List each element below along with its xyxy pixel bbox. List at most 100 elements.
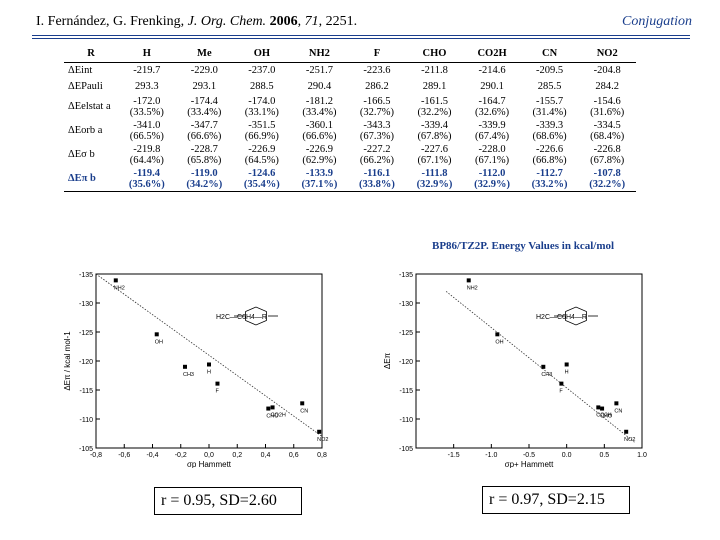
data-point bbox=[266, 406, 271, 411]
table-cell: -112.7 (33.2%) bbox=[521, 167, 579, 192]
table-cell: -226.6 (66.8%) bbox=[521, 143, 579, 167]
inset-label: H2C—C6H4—R bbox=[216, 314, 267, 321]
point-label: NO2 bbox=[624, 437, 635, 443]
cell-percent: (66.6%) bbox=[302, 130, 337, 142]
table-row: ΔEint -219.7 -229.0 -237.0 -251.7 -223.6 -211.… bbox=[64, 63, 636, 79]
point-label: CH3 bbox=[183, 372, 194, 378]
table-cell: -119.0 (34.2%) bbox=[176, 167, 234, 192]
table-cell: -211.8 bbox=[406, 63, 464, 79]
x-tick-label: -1.5 bbox=[448, 452, 460, 459]
cell-value: -161.5 bbox=[420, 95, 449, 107]
table-cell: -228.7 (65.8%) bbox=[176, 143, 234, 167]
x-axis-label: σp+ Hammett bbox=[505, 460, 555, 468]
table-cell: -347.7 (66.6%) bbox=[176, 119, 234, 143]
cell-value: -209.5 bbox=[536, 65, 564, 77]
cell-percent: (33.5%) bbox=[129, 106, 164, 118]
table-caption: BP86/TZ2P. Energy Values in kcal/mol bbox=[432, 240, 615, 252]
row-label: ΔEPauli bbox=[68, 81, 103, 92]
benzene-ring-icon bbox=[565, 306, 587, 326]
x-tick-label: 0,6 bbox=[289, 452, 299, 459]
table-row: ΔEπ b -119.4 (35.6%) -119.0 (34.2%) -124.6 (35… bbox=[64, 167, 636, 192]
data-point bbox=[596, 405, 601, 410]
cell-percent: (32.6%) bbox=[474, 106, 510, 118]
cell-value: 290.1 bbox=[480, 81, 504, 92]
cell-value: 290.4 bbox=[307, 81, 332, 92]
point-label: CN bbox=[614, 408, 622, 414]
column-header: NO2 bbox=[596, 47, 618, 59]
x-tick-label: -0.5 bbox=[523, 452, 535, 459]
cell-value: -251.7 bbox=[305, 65, 333, 77]
cell-value: -227.6 bbox=[420, 143, 449, 155]
y-axis-label: ΔEπ / kcal mol-1 bbox=[63, 331, 72, 391]
y-tick-label: -110 bbox=[80, 417, 94, 424]
data-point bbox=[270, 405, 275, 410]
cell-value: -111.8 bbox=[421, 167, 448, 179]
cell-percent: (67.1%) bbox=[417, 154, 452, 166]
table-cell: -112.0 (32.9%) bbox=[463, 167, 521, 192]
x-tick-label: -0,8 bbox=[90, 452, 102, 459]
cell-percent: (31.4%) bbox=[532, 106, 567, 118]
column-header: NH2 bbox=[308, 47, 330, 59]
y-tick-label: -110 bbox=[400, 417, 414, 424]
table-cell: -227.6 (67.1%) bbox=[406, 143, 464, 167]
x-tick-label: 0,2 bbox=[232, 452, 242, 459]
citation-volume: 71 bbox=[304, 14, 319, 29]
molecule-inset: H2C—C6H4—R bbox=[536, 306, 598, 326]
citation-journal: J. Org. Chem. bbox=[187, 14, 267, 29]
cell-value: 293.1 bbox=[192, 81, 217, 92]
table-cell: -133.9 (37.1%) bbox=[291, 167, 349, 192]
cell-value: -214.6 bbox=[478, 65, 506, 77]
point-label: CO2H bbox=[596, 412, 611, 418]
cell-value: -223.6 bbox=[363, 65, 391, 77]
table-cell: -360.1 (66.6%) bbox=[291, 119, 349, 143]
cell-value: 288.5 bbox=[250, 81, 274, 92]
point-label: OH bbox=[155, 339, 163, 345]
cell-value: -228.7 bbox=[190, 143, 218, 155]
cell-value: -339.4 bbox=[420, 119, 449, 131]
column-header: CO2H bbox=[477, 47, 507, 59]
table-cell: -339.4 (67.8%) bbox=[406, 119, 464, 143]
table-cell: -214.6 bbox=[463, 63, 521, 79]
table-cell: -116.1 (33.8%) bbox=[348, 167, 406, 192]
table-cell: -228.0 (67.1%) bbox=[463, 143, 521, 167]
table-cell: -339.9 (67.4%) bbox=[463, 119, 521, 143]
table-cell: -124.6 (35.4%) bbox=[233, 167, 291, 192]
cell-percent: (68.4%) bbox=[590, 130, 625, 142]
y-tick-label: -120 bbox=[399, 359, 413, 366]
x-tick-label: 0,0 bbox=[204, 452, 214, 459]
cell-value: -226.6 bbox=[536, 143, 564, 155]
table-cell: -154.6 (31.6%) bbox=[578, 95, 636, 119]
table-cell: -237.0 bbox=[233, 63, 291, 79]
point-label: H bbox=[565, 369, 569, 375]
data-point bbox=[215, 381, 220, 386]
table-cell: -226.9 (64.5%) bbox=[233, 143, 291, 167]
header-rule-bottom bbox=[32, 38, 690, 39]
point-label: NH2 bbox=[467, 285, 478, 291]
table-cell: -226.9 (62.9%) bbox=[291, 143, 349, 167]
x-tick-label: 0.0 bbox=[562, 452, 572, 459]
table-cell: 285.5 bbox=[521, 79, 579, 95]
point-label: CHO bbox=[600, 414, 613, 420]
cell-percent: (32.2%) bbox=[589, 178, 626, 190]
table-cell: -227.2 (66.2%) bbox=[348, 143, 406, 167]
y-tick-label: -115 bbox=[400, 388, 414, 395]
cell-value: -343.3 bbox=[363, 119, 391, 131]
fit-line bbox=[95, 273, 323, 437]
table-cell: 293.1 bbox=[176, 79, 234, 95]
cell-value: -119.0 bbox=[191, 167, 218, 179]
cell-percent: (62.9%) bbox=[302, 154, 337, 166]
cell-value: -334.5 bbox=[593, 119, 621, 131]
cell-value: 289.1 bbox=[422, 81, 447, 92]
citation-authors: I. Fernández, G. Frenking, bbox=[36, 14, 185, 29]
cell-value: -219.8 bbox=[133, 143, 161, 155]
cell-value: -154.6 bbox=[593, 95, 621, 107]
row-label: ΔEelstat a bbox=[68, 101, 111, 112]
cell-value: -211.8 bbox=[421, 65, 448, 77]
citation: I. Fernández, G. Frenking, J. Org. Chem.… bbox=[36, 14, 358, 29]
cell-value: -107.8 bbox=[593, 167, 621, 179]
data-point bbox=[559, 381, 564, 386]
table-cell: 284.2 bbox=[578, 79, 636, 95]
y-tick-label: -135 bbox=[79, 272, 93, 279]
point-label: CHO bbox=[266, 414, 279, 420]
cell-percent: (31.6%) bbox=[590, 106, 625, 118]
